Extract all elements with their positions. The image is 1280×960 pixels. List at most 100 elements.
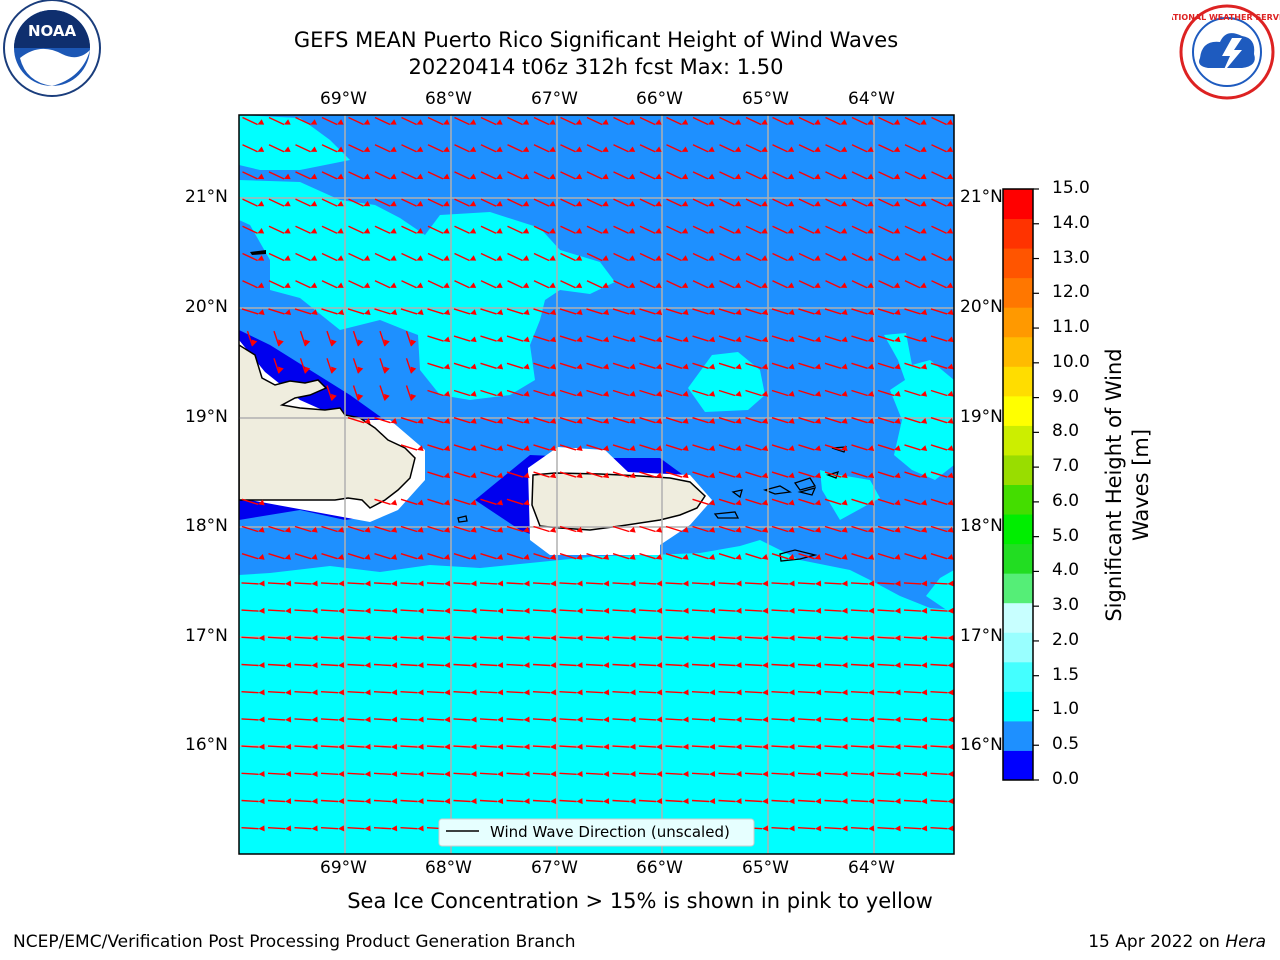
wave-arrow (665, 471, 683, 478)
wave-arrow (294, 525, 312, 533)
wave-arrow-head (735, 798, 742, 805)
wave-arrow (638, 718, 657, 721)
wave-arrow (931, 225, 947, 234)
wave-arrow-head (523, 499, 530, 506)
wave-arrow (797, 745, 816, 748)
wave-arrow-head (310, 119, 318, 125)
wave-arrow (559, 525, 577, 533)
wave-arrow-head (787, 255, 795, 261)
wave-arrow-head (947, 580, 954, 587)
colorbar-tick-label: 7.0 (1052, 456, 1080, 477)
wave-arrow (903, 609, 922, 612)
wave-arrow-head (384, 393, 390, 401)
wave-arrow (692, 362, 709, 369)
wave-arrow (533, 225, 550, 234)
colorbar-band (1003, 632, 1033, 663)
wave-arrow (506, 663, 524, 667)
wave-arrow-head (258, 770, 265, 777)
wave-arrow-head (788, 607, 795, 614)
wave-arrow-head (762, 662, 769, 669)
wave-arrow (878, 171, 894, 180)
wave-arrow (507, 116, 523, 126)
wave-arrow-head (867, 363, 875, 370)
wave-arrow (347, 691, 365, 694)
wave-arrow-head (417, 309, 424, 315)
wave-arrow-head (708, 282, 715, 288)
wave-arrow (506, 498, 524, 505)
wave-arrow (586, 252, 603, 262)
wave-arrow (797, 799, 816, 803)
wave-arrow (744, 799, 763, 803)
wave-arrow (930, 362, 948, 369)
wave-arrow-head (947, 607, 954, 614)
wave-arrow-head (947, 770, 954, 777)
wave-arrow (586, 225, 603, 234)
wave-arrow (851, 362, 868, 369)
wave-arrow (320, 718, 339, 721)
wave-arrow (427, 444, 444, 451)
wave-arrow-head (444, 798, 451, 805)
wave-arrow-head (550, 607, 557, 614)
wave-arrow-head (523, 336, 530, 343)
wave-arrow (374, 116, 391, 126)
wave-arrow-head (867, 146, 874, 152)
wave-arrow-head (734, 255, 742, 261)
wave-arrow (506, 362, 524, 369)
wave-arrow (321, 252, 338, 262)
wave-arrow (930, 691, 948, 694)
wave-arrow-head (629, 418, 636, 424)
wave-arrow (718, 745, 736, 748)
wave-arrow (824, 525, 842, 533)
wave-arrow-head (709, 770, 716, 777)
wave-arrow-head (947, 634, 954, 641)
wave-arrow (719, 144, 735, 153)
wave-arrow (612, 691, 630, 694)
wave-arrow (453, 609, 471, 612)
wave-arrow-head (257, 228, 265, 234)
wave-arrow (532, 745, 551, 748)
wave-arrow-head (656, 662, 663, 669)
wave-arrow-head (681, 228, 689, 234)
wave-arrow (666, 171, 682, 180)
wave-arrow (798, 116, 815, 126)
wave-arrow-head (523, 390, 530, 397)
wave-arrow-head (363, 200, 371, 207)
wave-arrow-head (496, 119, 503, 125)
wave-arrow (267, 636, 286, 639)
wave-arrow-head (735, 309, 742, 315)
footer-date-text: 15 Apr 2022 on (1088, 932, 1226, 952)
wave-arrow-head (444, 607, 451, 614)
wave-arrow (612, 772, 630, 775)
wave-arrow (930, 444, 948, 451)
wave-arrow-head (762, 743, 769, 750)
wave-arrow (851, 417, 868, 424)
wave-arrow (506, 335, 524, 342)
wave-arrow-head (894, 390, 901, 397)
wave-arrow-head (338, 825, 345, 832)
wave-arrow (559, 471, 577, 478)
wave-arrow-head (681, 255, 689, 261)
wave-arrow (904, 498, 921, 505)
wave-arrow (320, 827, 339, 830)
wave-arrow-head (497, 662, 504, 669)
wave-arrow-head (894, 580, 901, 587)
wave-arrow-head (788, 716, 795, 723)
wave-arrow-head (284, 255, 291, 261)
wave-arrow-head (496, 173, 503, 180)
wave-arrow (347, 308, 365, 315)
wave-arrow-head (311, 607, 318, 614)
wave-arrow (639, 362, 656, 369)
wave-arrow (638, 636, 657, 639)
wave-arrow-head (443, 418, 451, 424)
wave-arrow (348, 144, 364, 153)
wave-arrow (321, 553, 338, 560)
wave-arrow-head (337, 554, 345, 560)
wave-arrow-head (681, 200, 689, 207)
wave-arrow-head (523, 418, 530, 424)
wave-arrow-head (761, 526, 769, 533)
wave-arrow-head (735, 472, 742, 479)
wave-arrow-head (920, 445, 928, 451)
wave-arrow-head (655, 173, 662, 180)
wave-arrow (348, 171, 364, 180)
wave-arrow-head (310, 146, 318, 152)
